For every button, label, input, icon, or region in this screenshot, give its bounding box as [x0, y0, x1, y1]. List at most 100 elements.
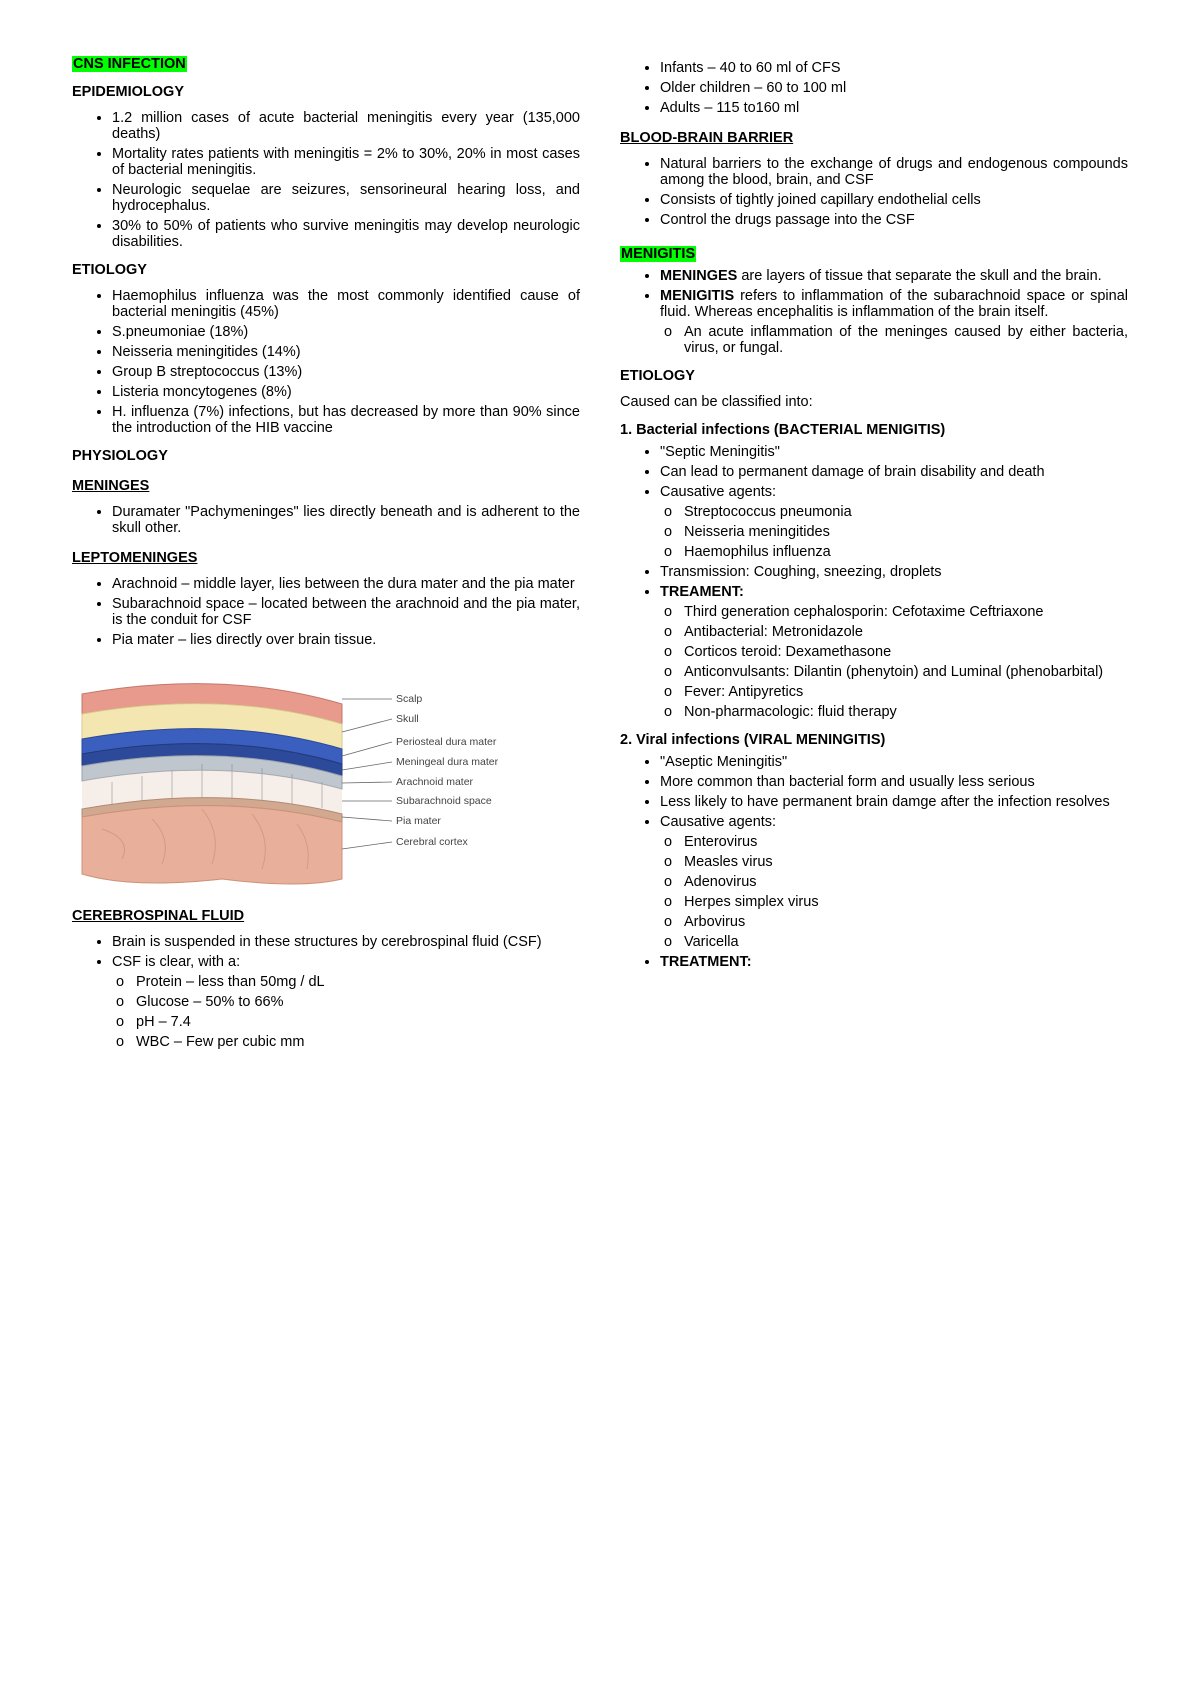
heading-etiology: ETIOLOGY: [72, 262, 580, 278]
sub-item: Enterovirus: [684, 834, 1128, 850]
list-item: Causative agents: Enterovirus Measles vi…: [660, 814, 1128, 950]
diagram-label: Subarachnoid space: [396, 795, 492, 807]
diagram-label: Scalp: [396, 693, 422, 705]
sub-item: Anticonvulsants: Dilantin (phenytoin) an…: [684, 664, 1128, 680]
list-item: 1.2 million cases of acute bacterial men…: [112, 110, 580, 142]
title-menigitis: MENIGITIS: [620, 246, 1128, 262]
sublist-agents: Streptococcus pneumonia Neisseria mening…: [660, 504, 1128, 560]
list-item: Neisseria meningitides (14%): [112, 344, 580, 360]
heading-viral: 2. Viral infections (VIRAL MENINGITIS): [620, 732, 1128, 748]
list-item: Group B streptococcus (13%): [112, 364, 580, 380]
layer-cortex: [82, 806, 342, 884]
diagram-label: Cerebral cortex: [396, 836, 469, 848]
list-item: Haemophilus influenza was the most commo…: [112, 288, 580, 320]
list-bacterial: "Septic Meningitis" Can lead to permanen…: [620, 444, 1128, 720]
sublist-viral-agents: Enterovirus Measles virus Adenovirus Her…: [660, 834, 1128, 950]
list-meninges: Duramater "Pachymeninges" lies directly …: [72, 504, 580, 536]
list-bbb: Natural barriers to the exchange of drug…: [620, 156, 1128, 228]
sub-item: Arbovirus: [684, 914, 1128, 930]
meninges-diagram: Scalp Skull Periosteal dura mater Mening…: [72, 664, 580, 894]
list-item: Control the drugs passage into the CSF: [660, 212, 1128, 228]
right-column: Infants – 40 to 60 ml of CFS Older child…: [620, 56, 1128, 1062]
list-item: "Aseptic Meningitis": [660, 754, 1128, 770]
heading-etiology-2: ETIOLOGY: [620, 368, 1128, 384]
list-item: MENIGITIS refers to inflammation of the …: [660, 288, 1128, 356]
sub-item: Herpes simplex virus: [684, 894, 1128, 910]
diagram-label: Periosteal dura mater: [396, 736, 497, 748]
list-epidemiology: 1.2 million cases of acute bacterial men…: [72, 110, 580, 250]
list-item: Mortality rates patients with meningitis…: [112, 146, 580, 178]
list-item: TREAMENT: Third generation cephalosporin…: [660, 584, 1128, 720]
list-item: H. influenza (7%) infections, but has de…: [112, 404, 580, 436]
list-item: More common than bacterial form and usua…: [660, 774, 1128, 790]
heading-leptomeninges: LEPTOMENINGES: [72, 550, 580, 566]
diagram-label: Pia mater: [396, 815, 441, 827]
list-item: Older children – 60 to 100 ml: [660, 80, 1128, 96]
list-item: Brain is suspended in these structures b…: [112, 934, 580, 950]
list-menigitis-def: MENINGES are layers of tissue that separ…: [620, 268, 1128, 356]
list-item: Can lead to permanent damage of brain di…: [660, 464, 1128, 480]
sub-item: Third generation cephalosporin: Cefotaxi…: [684, 604, 1128, 620]
sub-item: Adenovirus: [684, 874, 1128, 890]
text: Causative agents:: [660, 814, 776, 830]
sublist: An acute inflammation of the meninges ca…: [660, 324, 1128, 356]
list-item: Arachnoid – middle layer, lies between t…: [112, 576, 580, 592]
text: are layers of tissue that separate the s…: [737, 268, 1101, 284]
sub-item: Glucose – 50% to 66%: [136, 994, 580, 1010]
list-csf-volumes: Infants – 40 to 60 ml of CFS Older child…: [620, 60, 1128, 116]
diagram-label: Meningeal dura mater: [396, 756, 499, 768]
text: CSF is clear, with a:: [112, 954, 240, 970]
list-item: TREATMENT:: [660, 954, 1128, 970]
list-item: S.pneumoniae (18%): [112, 324, 580, 340]
list-item: Subarachnoid space – located between the…: [112, 596, 580, 628]
sub-item: Non-pharmacologic: fluid therapy: [684, 704, 1128, 720]
page: CNS INFECTION EPIDEMIOLOGY 1.2 million c…: [72, 56, 1128, 1062]
list-item: Pia mater – lies directly over brain tis…: [112, 632, 580, 648]
sub-item: An acute inflammation of the meninges ca…: [684, 324, 1128, 356]
sub-item: Corticos teroid: Dexamethasone: [684, 644, 1128, 660]
list-item: Less likely to have permanent brain damg…: [660, 794, 1128, 810]
diagram-label: Arachnoid mater: [396, 776, 474, 788]
heading-meninges: MENINGES: [72, 478, 580, 494]
list-item: 30% to 50% of patients who survive menin…: [112, 218, 580, 250]
list-etiology: Haemophilus influenza was the most commo…: [72, 288, 580, 436]
sub-item: Fever: Antipyretics: [684, 684, 1128, 700]
highlight-title: CNS INFECTION: [72, 56, 187, 72]
list-item: Consists of tightly joined capillary end…: [660, 192, 1128, 208]
list-item: MENINGES are layers of tissue that separ…: [660, 268, 1128, 284]
bold-text: TREAMENT:: [660, 584, 744, 600]
heading-csf: CEREBROSPINAL FLUID: [72, 908, 580, 924]
text: Causative agents:: [660, 484, 776, 500]
sub-item: pH – 7.4: [136, 1014, 580, 1030]
sub-item: Haemophilus influenza: [684, 544, 1128, 560]
list-item: Causative agents: Streptococcus pneumoni…: [660, 484, 1128, 560]
list-item: CSF is clear, with a: Protein – less tha…: [112, 954, 580, 1050]
list-item: Transmission: Coughing, sneezing, drople…: [660, 564, 1128, 580]
sublist-treatment: Third generation cephalosporin: Cefotaxi…: [660, 604, 1128, 720]
list-leptomeninges: Arachnoid – middle layer, lies between t…: [72, 576, 580, 648]
sub-item: WBC – Few per cubic mm: [136, 1034, 580, 1050]
title-cns-infection: CNS INFECTION: [72, 56, 580, 72]
sub-item: Protein – less than 50mg / dL: [136, 974, 580, 990]
list-viral: "Aseptic Meningitis" More common than ba…: [620, 754, 1128, 970]
highlight-title: MENIGITIS: [620, 246, 696, 262]
list-item: Adults – 115 to160 ml: [660, 100, 1128, 116]
list-item: Natural barriers to the exchange of drug…: [660, 156, 1128, 188]
bold-text: TREATMENT:: [660, 954, 752, 970]
bold-text: MENIGITIS: [660, 288, 734, 304]
sub-item: Streptococcus pneumonia: [684, 504, 1128, 520]
bold-text: MENINGES: [660, 268, 737, 284]
sub-item: Measles virus: [684, 854, 1128, 870]
list-item: Infants – 40 to 60 ml of CFS: [660, 60, 1128, 76]
list-csf: Brain is suspended in these structures b…: [72, 934, 580, 1050]
list-item: "Septic Meningitis": [660, 444, 1128, 460]
sub-item: Varicella: [684, 934, 1128, 950]
diagram-label: Skull: [396, 713, 419, 725]
para-caused: Caused can be classified into:: [620, 394, 1128, 410]
sub-item: Antibacterial: Metronidazole: [684, 624, 1128, 640]
list-item: Neurologic sequelae are seizures, sensor…: [112, 182, 580, 214]
list-item: Duramater "Pachymeninges" lies directly …: [112, 504, 580, 536]
left-column: CNS INFECTION EPIDEMIOLOGY 1.2 million c…: [72, 56, 580, 1062]
heading-physiology: PHYSIOLOGY: [72, 448, 580, 464]
heading-bacterial: 1. Bacterial infections (BACTERIAL MENIG…: [620, 422, 1128, 438]
